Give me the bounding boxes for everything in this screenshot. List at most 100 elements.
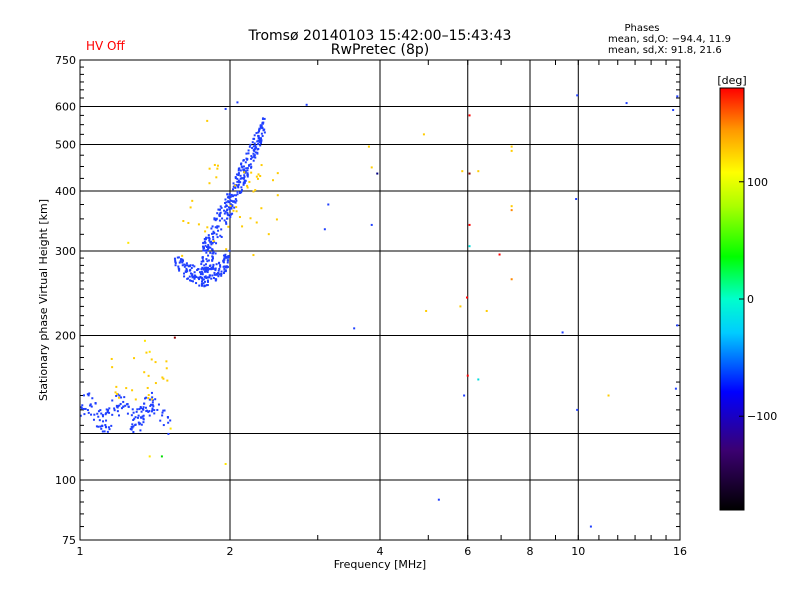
data-point: [154, 398, 157, 401]
data-point: [252, 190, 255, 193]
data-point: [222, 265, 225, 268]
data-point: [223, 219, 226, 222]
data-point: [257, 135, 260, 138]
data-point: [159, 419, 162, 422]
data-point: [674, 387, 677, 390]
data-point: [101, 424, 104, 427]
data-point: [237, 185, 240, 188]
data-point: [589, 525, 592, 528]
data-point: [217, 225, 220, 228]
data-point: [216, 167, 219, 170]
data-point: [201, 271, 204, 274]
data-point: [226, 261, 229, 264]
data-point: [267, 233, 270, 236]
data-point: [214, 267, 217, 270]
data-point: [231, 195, 234, 198]
data-point: [188, 275, 191, 278]
data-point: [177, 256, 180, 259]
data-point: [197, 223, 200, 226]
data-point: [214, 269, 217, 272]
data-point: [207, 259, 210, 262]
data-point: [130, 425, 133, 428]
data-point: [213, 271, 216, 274]
data-point: [191, 276, 194, 279]
data-point: [206, 284, 209, 287]
data-point: [230, 199, 233, 202]
data-point: [257, 139, 260, 142]
data-point: [202, 249, 205, 252]
data-point: [242, 181, 245, 184]
data-point: [205, 277, 208, 280]
data-point: [205, 246, 208, 249]
data-point: [235, 184, 238, 187]
data-point: [207, 276, 210, 279]
data-point: [148, 414, 151, 417]
data-point: [150, 358, 153, 361]
data-point: [220, 206, 223, 209]
data-point: [218, 267, 221, 270]
data-point: [243, 175, 246, 178]
data-point: [139, 429, 142, 432]
data-point: [174, 260, 177, 263]
data-point: [211, 257, 214, 260]
data-point: [219, 212, 222, 215]
data-point: [145, 351, 148, 354]
data-point: [254, 189, 257, 192]
data-point: [108, 407, 111, 410]
data-point: [205, 236, 208, 239]
data-point: [102, 420, 105, 423]
data-point: [96, 412, 99, 415]
phase-stats-x: mean, sd,X: 91.8, 21.6: [608, 45, 722, 56]
data-point: [232, 200, 235, 203]
phase-stats-title: Phases: [624, 23, 659, 34]
data-point: [79, 414, 82, 417]
data-point: [237, 172, 240, 175]
data-point: [468, 245, 471, 248]
data-point: [224, 107, 227, 110]
data-point: [576, 408, 579, 411]
data-point: [227, 214, 230, 217]
data-point: [237, 169, 240, 172]
data-point: [206, 266, 209, 269]
data-point: [93, 413, 96, 416]
data-point: [200, 263, 203, 266]
data-point: [169, 419, 172, 422]
data-point: [174, 259, 177, 262]
data-point: [188, 269, 191, 272]
data-point: [463, 394, 466, 397]
x-axis-label: Frequency [MHz]: [334, 558, 426, 571]
data-point: [189, 264, 192, 267]
data-point: [224, 198, 227, 201]
data-point: [216, 226, 219, 229]
data-point: [477, 170, 480, 173]
data-point: [323, 228, 326, 231]
data-point: [133, 357, 136, 360]
data-point: [100, 427, 103, 430]
data-point: [225, 222, 228, 225]
data-point: [212, 267, 215, 270]
data-point: [167, 421, 170, 424]
data-point: [101, 430, 104, 433]
data-point: [239, 174, 242, 177]
data-point: [87, 394, 90, 397]
data-point: [422, 133, 425, 136]
data-point: [202, 282, 205, 285]
data-point: [145, 410, 148, 413]
data-point: [206, 268, 209, 271]
data-point: [127, 405, 130, 408]
data-point: [202, 278, 205, 281]
data-point: [249, 163, 252, 166]
data-point: [117, 396, 120, 399]
data-point: [122, 405, 125, 408]
data-point: [211, 252, 214, 255]
data-point: [510, 149, 513, 152]
data-point: [253, 148, 256, 151]
data-point: [236, 180, 239, 183]
data-point: [257, 147, 260, 150]
data-point: [244, 161, 247, 164]
data-point: [200, 270, 203, 273]
data-point: [223, 212, 226, 215]
data-point: [90, 413, 93, 416]
data-point: [169, 427, 172, 430]
data-point: [150, 398, 153, 401]
